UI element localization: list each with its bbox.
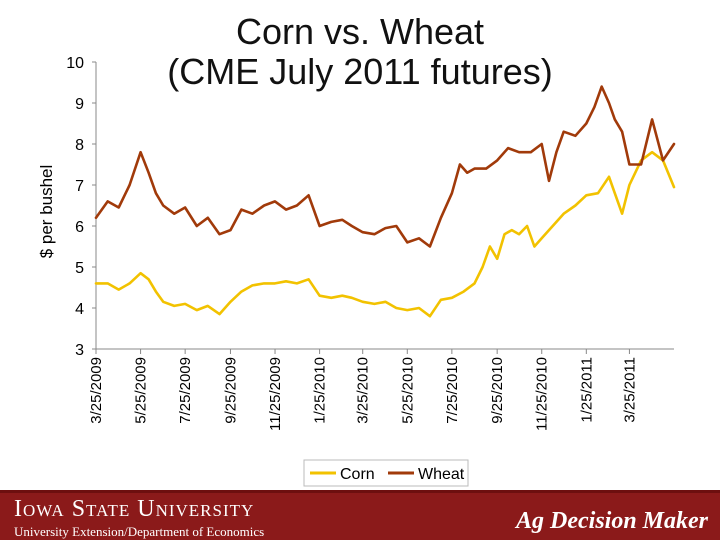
- y-axis-label: $ per bushel: [37, 165, 56, 259]
- x-axis-ticks: 3/25/2009 5/25/2009 7/25/2009 9/25/2009 11/2…: [88, 349, 638, 431]
- chart-area: $ per bushel 3 4 5 6 7 8 9 10 3/25/2009 5/25/200…: [37, 55, 676, 487]
- x-tick-label: 11/25/2009: [267, 357, 284, 431]
- department-name: University Extension/Department of Econo…: [14, 524, 265, 539]
- series-line-corn: [94, 150, 676, 318]
- x-tick-label: 3/25/2010: [355, 357, 372, 424]
- y-tick-label: 7: [75, 178, 84, 195]
- x-tick-label: 5/25/2010: [399, 357, 416, 424]
- y-tick-label: 9: [75, 96, 84, 113]
- chart-title: Corn vs. Wheat (CME July 2011 futures): [120, 12, 600, 92]
- y-tick-label: 3: [75, 342, 84, 359]
- x-tick-label: 7/25/2010: [444, 357, 461, 424]
- footer-bar: Iowa State University University Extensi…: [0, 490, 720, 540]
- y-axis-ticks: 3 4 5 6 7 8 9 10: [66, 55, 96, 359]
- x-tick-label: 9/25/2010: [489, 357, 506, 424]
- x-tick-label: 7/25/2009: [177, 357, 194, 424]
- y-tick-label: 4: [75, 301, 84, 318]
- x-tick-label: 1/25/2010: [312, 357, 329, 424]
- x-tick-label: 3/25/2011: [621, 357, 638, 423]
- legend: Corn Wheat: [303, 459, 469, 487]
- x-tick-label: 5/25/2009: [133, 357, 150, 424]
- chart-title-line1: Corn vs. Wheat: [235, 11, 485, 52]
- legend-label-wheat: Wheat: [418, 466, 465, 483]
- chart-axes: $ per bushel: [37, 62, 674, 350]
- x-tick-label: 3/25/2009: [88, 357, 105, 424]
- x-tick-label: 9/25/2009: [222, 357, 239, 424]
- y-tick-label: 6: [75, 219, 84, 236]
- brand-name: Ag Decision Maker: [516, 508, 708, 534]
- chart-title-line2: (CME July 2011 futures): [167, 51, 553, 92]
- x-tick-label: 1/25/2011: [578, 357, 595, 423]
- footer-band: [0, 490, 720, 493]
- y-tick-label: 10: [66, 55, 84, 72]
- series-lines: [94, 85, 676, 318]
- y-tick-label: 8: [75, 137, 84, 154]
- legend-label-corn: Corn: [340, 466, 375, 483]
- university-name: Iowa State University: [14, 496, 255, 522]
- x-tick-label: 11/25/2010: [534, 357, 551, 431]
- y-tick-label: 5: [75, 260, 84, 277]
- series-line-wheat: [94, 85, 676, 248]
